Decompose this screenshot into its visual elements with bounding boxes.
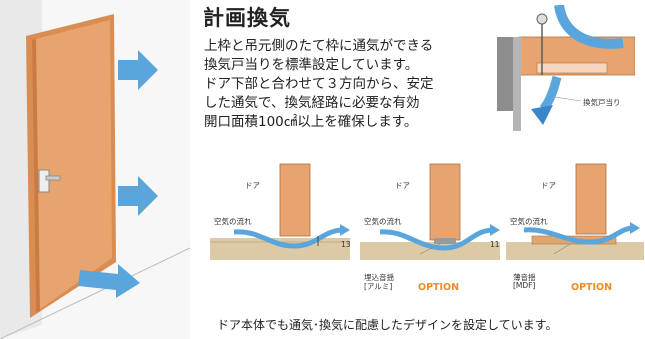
- part-label: [アルミ]: [364, 282, 393, 291]
- description-text: 上枠と吊元側のたて枠に通気ができる 換気戸当りを標準設定しています。 ドア下部と…: [204, 37, 479, 132]
- part-label: 薄音揺: [513, 273, 536, 282]
- page-title: 計画換気: [203, 6, 291, 30]
- description-line: 上枠と吊元側のたて枠に通気ができる: [204, 38, 434, 54]
- airflow-arrows: [78, 50, 158, 298]
- door-illustration: [0, 0, 190, 339]
- door-label: ドア: [541, 181, 556, 190]
- door-stop-detail: [497, 5, 635, 131]
- option-badge: OPTION: [418, 282, 460, 293]
- description-line: ドア下部と合わせて３方向から、安定: [204, 76, 434, 92]
- description-line: 換気戸当りを標準設定しています。: [204, 57, 419, 73]
- airflow-label: 空気の流れ: [510, 217, 548, 226]
- door-label: ドア: [245, 181, 260, 190]
- description-line: 開口面積100㎠以上を確保します。: [204, 114, 418, 130]
- door-stop-label: 換気戸当り: [583, 98, 621, 107]
- door-label: ドア: [395, 181, 410, 190]
- gap-value: 13: [341, 240, 351, 249]
- section-standard-diagram: [210, 163, 350, 260]
- section-aluminium-diagram: [360, 163, 500, 260]
- gap-value: 11: [490, 240, 500, 249]
- part-label: 埋込音揺: [364, 273, 394, 282]
- airflow-label: 空気の流れ: [364, 217, 402, 226]
- part-label: [MDF]: [513, 281, 536, 290]
- description-line: した通気で、換気経路に必要な有効: [204, 95, 420, 111]
- airflow-label: 空気の流れ: [214, 217, 252, 226]
- footer-note: ドア本体でも通気･換気に配慮したデザインを設定しています。: [217, 318, 558, 332]
- section-mdf-diagram: [506, 163, 644, 260]
- option-badge: OPTION: [571, 282, 613, 293]
